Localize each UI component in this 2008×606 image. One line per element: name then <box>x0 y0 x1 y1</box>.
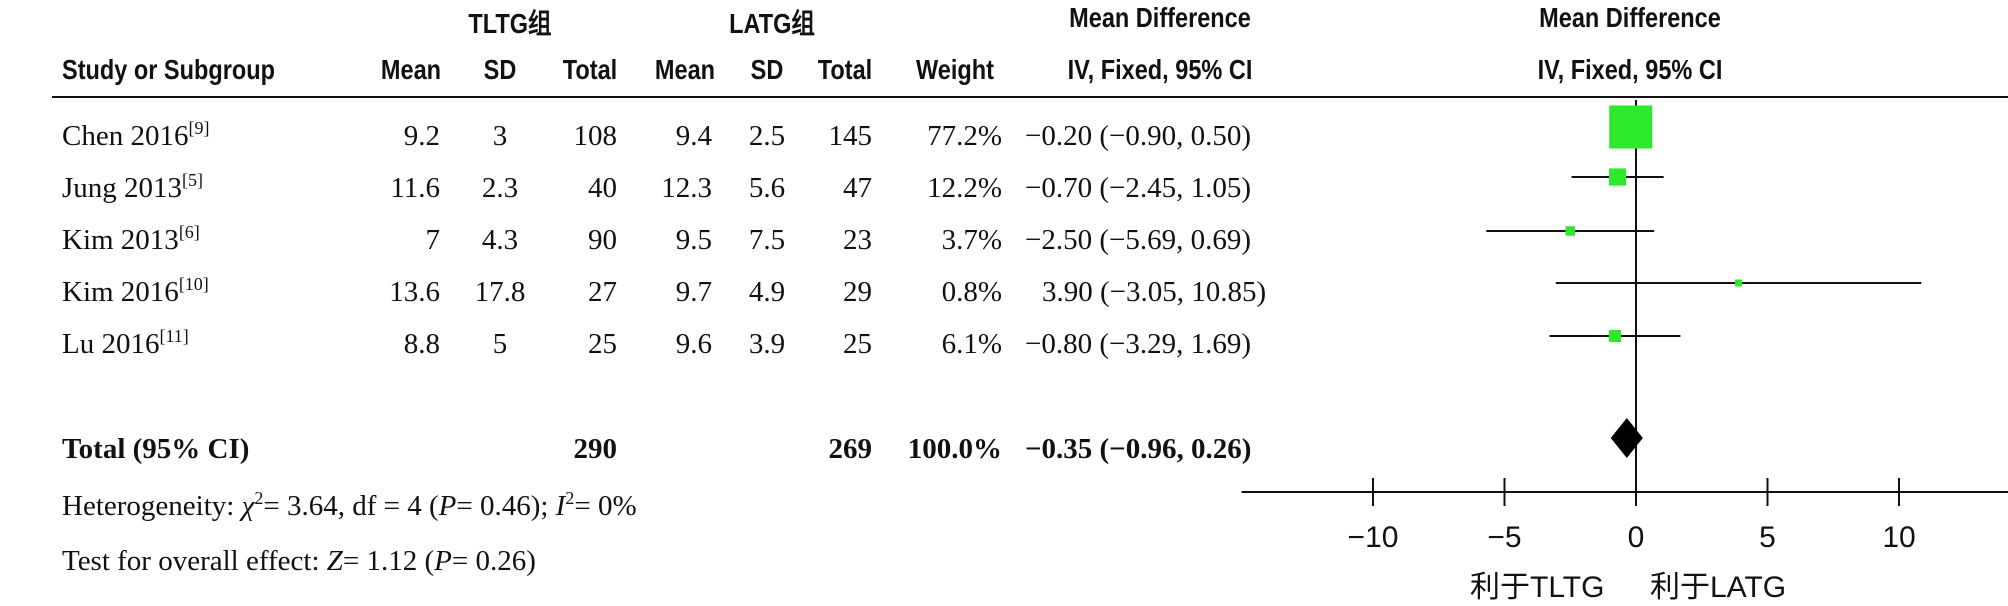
study-ci: 3.90 (−3.05, 10.85) <box>1042 276 1267 308</box>
col-study-header: Study or Subgroup <box>62 54 275 85</box>
study-n1: 27 <box>588 276 617 308</box>
study-sd1: 4.3 <box>481 224 519 256</box>
study-weight: 0.8% <box>941 276 1002 308</box>
total-label: Total (95% CI) <box>62 433 250 465</box>
study-mean1: 7 <box>425 224 441 256</box>
col-mean2-header: Mean <box>654 54 716 85</box>
study-mean1: 11.6 <box>390 172 440 204</box>
x-tick-label: 0 <box>1628 521 1645 554</box>
study-name: Kim 2013[6] <box>62 222 200 256</box>
study-sd1: 5 <box>492 328 508 360</box>
plot-method: IV, Fixed, 95% CI <box>1537 54 1723 85</box>
col-total2-header: Total <box>817 54 873 85</box>
study-ref: [5] <box>182 170 204 190</box>
study-sd1: 17.8 <box>474 276 526 308</box>
group2-header: LATG组 <box>729 8 815 39</box>
heterogeneity-text: Heterogeneity: χ2= 3.64, df = 4 (P= 0.46… <box>62 488 637 522</box>
group1-header: TLTG组 <box>468 8 552 39</box>
overall-effect-text: Test for overall effect: Z= 1.12 (P= 0.2… <box>62 545 536 577</box>
study-sd2: 2.5 <box>748 120 786 152</box>
study-mean2: 9.7 <box>675 276 712 308</box>
study-marker <box>1609 105 1653 149</box>
md-title: Mean Difference <box>1069 2 1251 33</box>
study-mean2: 12.3 <box>661 172 712 204</box>
study-ref: [11] <box>159 326 189 346</box>
favours-left-label: 利于TLTG <box>1470 571 1605 604</box>
study-mean2: 9.4 <box>675 120 712 152</box>
study-n1: 90 <box>588 224 617 256</box>
study-n1: 108 <box>573 120 618 152</box>
study-ref: [6] <box>178 222 200 242</box>
study-marker <box>1609 168 1627 186</box>
study-weight: 12.2% <box>927 172 1002 204</box>
study-name: Lu 2016[11] <box>62 326 189 360</box>
study-ci: −0.80 (−3.29, 1.69) <box>1025 328 1252 360</box>
study-mean1: 8.8 <box>403 328 440 360</box>
favours-right-label: 利于LATG <box>1650 571 1787 604</box>
study-name: Jung 2013[5] <box>62 170 204 204</box>
study-name: Kim 2016[10] <box>62 274 209 308</box>
total-n1: 290 <box>573 433 618 465</box>
summary-diamond <box>1610 418 1643 458</box>
study-n2: 23 <box>843 224 872 256</box>
study-weight: 77.2% <box>927 120 1002 152</box>
x-tick-label: −10 <box>1348 521 1399 554</box>
study-weight: 6.1% <box>941 328 1002 360</box>
study-sd1: 3 <box>492 120 508 152</box>
total-ci: −0.35 (−0.96, 0.26) <box>1025 433 1252 465</box>
study-n2: 29 <box>843 276 872 308</box>
col-sd1-header: SD <box>483 54 517 85</box>
md-method: IV, Fixed, 95% CI <box>1067 54 1253 85</box>
study-ci: −0.20 (−0.90, 0.50) <box>1025 120 1252 152</box>
x-tick-label: −5 <box>1487 521 1521 554</box>
study-mean2: 9.5 <box>675 224 712 256</box>
plot-title: Mean Difference <box>1539 2 1721 33</box>
study-ref: [9] <box>188 118 210 138</box>
study-marker <box>1735 279 1743 287</box>
study-n1: 25 <box>588 328 617 360</box>
col-weight-header: Weight <box>916 54 994 85</box>
total-n2: 269 <box>828 433 873 465</box>
study-marker <box>1565 226 1575 236</box>
study-ci: −2.50 (−5.69, 0.69) <box>1025 224 1252 256</box>
study-mean1: 9.2 <box>403 120 440 152</box>
x-tick-label: 10 <box>1882 521 1915 554</box>
col-total1-header: Total <box>562 54 618 85</box>
study-name: Chen 2016[9] <box>62 118 210 152</box>
study-sd1: 2.3 <box>481 172 519 204</box>
study-n2: 47 <box>843 172 872 204</box>
header-rule <box>52 96 2008 98</box>
study-marker <box>1608 329 1622 343</box>
study-sd2: 7.5 <box>748 224 786 256</box>
col-mean1-header: Mean <box>380 54 442 85</box>
study-ref: [10] <box>178 274 209 294</box>
study-mean1: 13.6 <box>389 276 440 308</box>
total-weight: 100.0% <box>907 433 1002 465</box>
study-n2: 25 <box>843 328 872 360</box>
study-ci: −0.70 (−2.45, 1.05) <box>1025 172 1252 204</box>
study-sd2: 4.9 <box>748 276 786 308</box>
col-sd2-header: SD <box>750 54 784 85</box>
study-mean2: 9.6 <box>675 328 712 360</box>
x-tick-label: 5 <box>1759 521 1776 554</box>
study-n1: 40 <box>588 172 617 204</box>
study-sd2: 5.6 <box>748 172 786 204</box>
study-sd2: 3.9 <box>748 328 786 360</box>
study-n2: 145 <box>828 120 873 152</box>
study-weight: 3.7% <box>941 224 1002 256</box>
